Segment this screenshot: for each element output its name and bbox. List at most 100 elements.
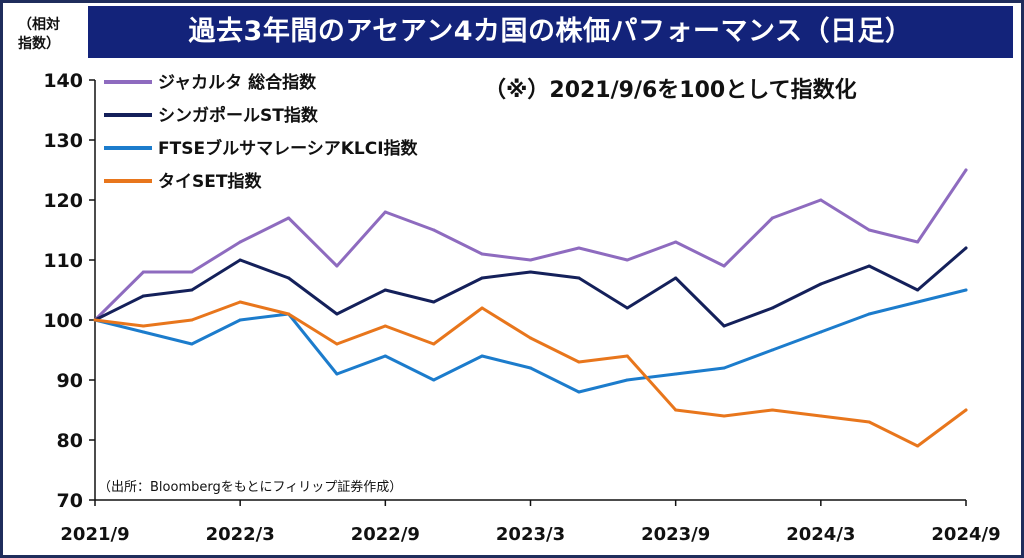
data-point-3 <box>819 414 823 418</box>
unit-label-line2: 指数） <box>18 36 60 52</box>
y-tick-label: 80 <box>57 430 83 452</box>
data-point-1 <box>819 282 823 286</box>
series-line-3 <box>93 300 968 448</box>
data-point-2 <box>819 330 823 334</box>
y-tick-label: 70 <box>57 490 83 512</box>
index-note: （※）2021/9/6を100として指数化 <box>484 78 857 103</box>
source-note: （出所：Bloombergをもとにフィリップ証券作成） <box>98 480 403 495</box>
data-point-1 <box>480 276 484 280</box>
data-point-3 <box>335 342 339 346</box>
data-point-0 <box>480 252 484 256</box>
data-point-1 <box>141 294 145 298</box>
chart-title: 過去3年間のアセアン4カ国の株価パフォーマンス（日足） <box>88 6 1013 58</box>
data-point-2 <box>867 312 871 316</box>
data-point-3 <box>383 324 387 328</box>
data-point-0 <box>722 264 726 268</box>
data-point-3 <box>238 300 242 304</box>
data-point-0 <box>770 216 774 220</box>
data-point-1 <box>722 324 726 328</box>
data-point-3 <box>577 360 581 364</box>
x-tick-label: 2023/9 <box>641 524 710 545</box>
data-point-3 <box>867 420 871 424</box>
data-point-0 <box>964 168 968 172</box>
data-point-3 <box>287 312 291 316</box>
y-tick-label: 140 <box>43 70 83 92</box>
data-point-0 <box>190 270 194 274</box>
data-point-2 <box>238 318 242 322</box>
y-axis-unit-label: （相対 指数） <box>8 16 70 54</box>
data-point-0 <box>529 258 532 262</box>
legend-label-3: タイSET指数 <box>158 171 262 192</box>
x-tick-label: 2024/9 <box>931 524 1000 545</box>
data-point-3 <box>93 318 97 322</box>
data-point-3 <box>916 444 920 448</box>
data-point-1 <box>674 276 678 280</box>
data-point-0 <box>383 210 387 214</box>
data-point-1 <box>335 312 339 316</box>
data-point-1 <box>964 246 968 250</box>
data-point-1 <box>287 276 291 280</box>
data-point-0 <box>867 228 871 232</box>
data-point-0 <box>674 240 678 244</box>
data-point-0 <box>238 240 242 244</box>
series-line-0 <box>93 168 968 322</box>
axes: 140 130 120 110 100 90 80 70 2021/9 2022/3 2022/9 2… <box>43 70 1000 545</box>
data-point-2 <box>383 354 387 358</box>
data-point-0 <box>819 198 823 202</box>
data-point-3 <box>722 414 726 418</box>
data-point-0 <box>335 264 339 268</box>
data-point-2 <box>141 330 145 334</box>
data-point-0 <box>287 216 291 220</box>
x-tick-label: 2021/9 <box>60 524 129 545</box>
data-point-2 <box>529 366 532 370</box>
data-point-2 <box>674 372 678 376</box>
data-point-2 <box>722 366 726 370</box>
series-lines <box>93 168 968 448</box>
data-point-3 <box>770 408 774 412</box>
legend-label-0: ジャカルタ 総合指数 <box>158 72 317 93</box>
data-point-3 <box>625 354 629 358</box>
data-point-3 <box>964 408 968 412</box>
y-tick-label: 110 <box>43 250 83 272</box>
data-point-1 <box>577 276 581 280</box>
data-point-1 <box>432 300 436 304</box>
data-point-3 <box>432 342 436 346</box>
data-point-0 <box>625 258 629 262</box>
data-point-0 <box>916 240 920 244</box>
data-point-1 <box>383 288 387 292</box>
data-point-3 <box>480 306 484 310</box>
data-point-2 <box>335 372 339 376</box>
data-point-1 <box>867 264 871 268</box>
data-point-1 <box>529 270 532 274</box>
data-point-0 <box>577 246 581 250</box>
data-point-2 <box>964 288 968 292</box>
data-point-2 <box>916 300 920 304</box>
data-point-1 <box>770 306 774 310</box>
unit-label-line1: （相対 <box>18 17 60 33</box>
x-tick-label: 2022/3 <box>206 524 275 545</box>
data-point-3 <box>674 408 678 412</box>
series-line-2 <box>93 288 968 394</box>
data-point-0 <box>432 228 436 232</box>
data-point-3 <box>141 324 145 328</box>
data-point-1 <box>625 306 629 310</box>
x-tick-label: 2024/3 <box>786 524 855 545</box>
data-point-1 <box>190 288 194 292</box>
x-tick-label: 2022/9 <box>351 524 420 545</box>
legend-label-2: FTSEブルサマレーシアKLCI指数 <box>158 138 419 159</box>
data-point-2 <box>480 354 484 358</box>
data-point-0 <box>141 270 145 274</box>
data-point-2 <box>625 378 629 382</box>
y-tick-label: 120 <box>43 190 83 212</box>
x-tick-label: 2023/3 <box>496 524 565 545</box>
data-point-2 <box>432 378 436 382</box>
data-point-3 <box>529 336 532 340</box>
data-point-1 <box>916 288 920 292</box>
legend-label-1: シンガポールST指数 <box>158 105 319 126</box>
data-point-2 <box>190 342 194 346</box>
y-tick-label: 130 <box>43 130 83 152</box>
y-tick-label: 100 <box>43 310 83 332</box>
data-point-2 <box>577 390 581 394</box>
